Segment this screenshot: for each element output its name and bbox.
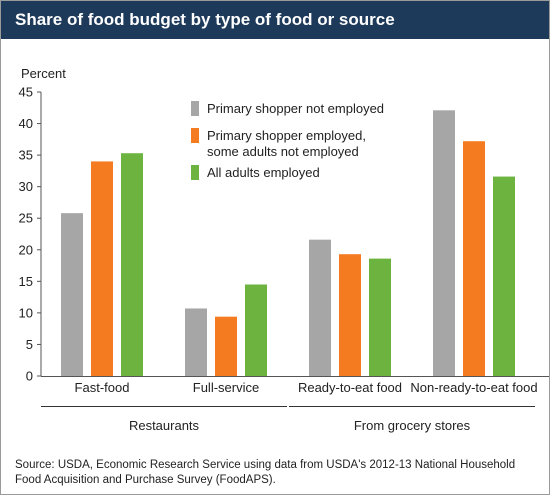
bar [91, 161, 113, 376]
y-tick-label: 30 [19, 179, 33, 194]
bar [61, 213, 83, 376]
y-tick-label: 0 [26, 369, 33, 384]
bar [369, 258, 391, 376]
legend-label: Primary shopper employed, some adults not… [207, 128, 366, 159]
legend-label-line: Primary shopper employed, [207, 128, 366, 143]
bar [245, 284, 267, 376]
bar [463, 141, 485, 376]
y-tick-label: 5 [26, 337, 33, 352]
bar [433, 110, 455, 377]
bar [309, 239, 331, 376]
y-tick-label: 40 [19, 116, 33, 131]
bar [121, 153, 143, 376]
y-tick-label: 35 [19, 148, 33, 163]
legend-swatch [191, 101, 199, 116]
chart-title: Share of food budget by type of food or … [15, 10, 395, 29]
bar [185, 308, 207, 376]
x-tick-label: Full-service [193, 380, 259, 395]
bar-chart: Percent 0 5 10 15 20 25 30 35 40 45 Fast-food Full-s… [19, 66, 549, 433]
group-label: From grocery stores [354, 418, 471, 433]
legend-label: All adults employed [207, 165, 320, 180]
legend-label: Primary shopper not employed [207, 101, 384, 116]
legend-swatch [191, 165, 199, 180]
bar [215, 316, 237, 376]
y-axis-label: Percent [21, 66, 66, 81]
bars [61, 110, 515, 377]
x-tick-label: Fast-food [75, 380, 130, 395]
category-groups: Restaurants From grocery stores [41, 406, 535, 433]
legend-label-line: some adults not employed [207, 144, 359, 159]
y-tick-label: 15 [19, 274, 33, 289]
bar [339, 254, 361, 376]
title-bar: Share of food budget by type of food or … [1, 1, 549, 39]
source-note: Source: USDA, Economic Research Service … [15, 459, 516, 486]
legend-swatch [191, 128, 199, 143]
y-tick-label: 10 [19, 305, 33, 320]
axes: Percent 0 5 10 15 20 25 30 35 40 45 Fast-food Full-s… [19, 66, 549, 395]
y-tick-label: 45 [19, 85, 33, 100]
x-tick-label: Non-ready-to-eat food [410, 380, 537, 395]
x-tick-label: Ready-to-eat food [298, 380, 402, 395]
y-tick-label: 20 [19, 242, 33, 257]
group-label: Restaurants [129, 418, 200, 433]
legend: Primary shopper not employed Primary shop… [191, 101, 384, 180]
y-tick-label: 25 [19, 211, 33, 226]
bar [493, 176, 515, 376]
